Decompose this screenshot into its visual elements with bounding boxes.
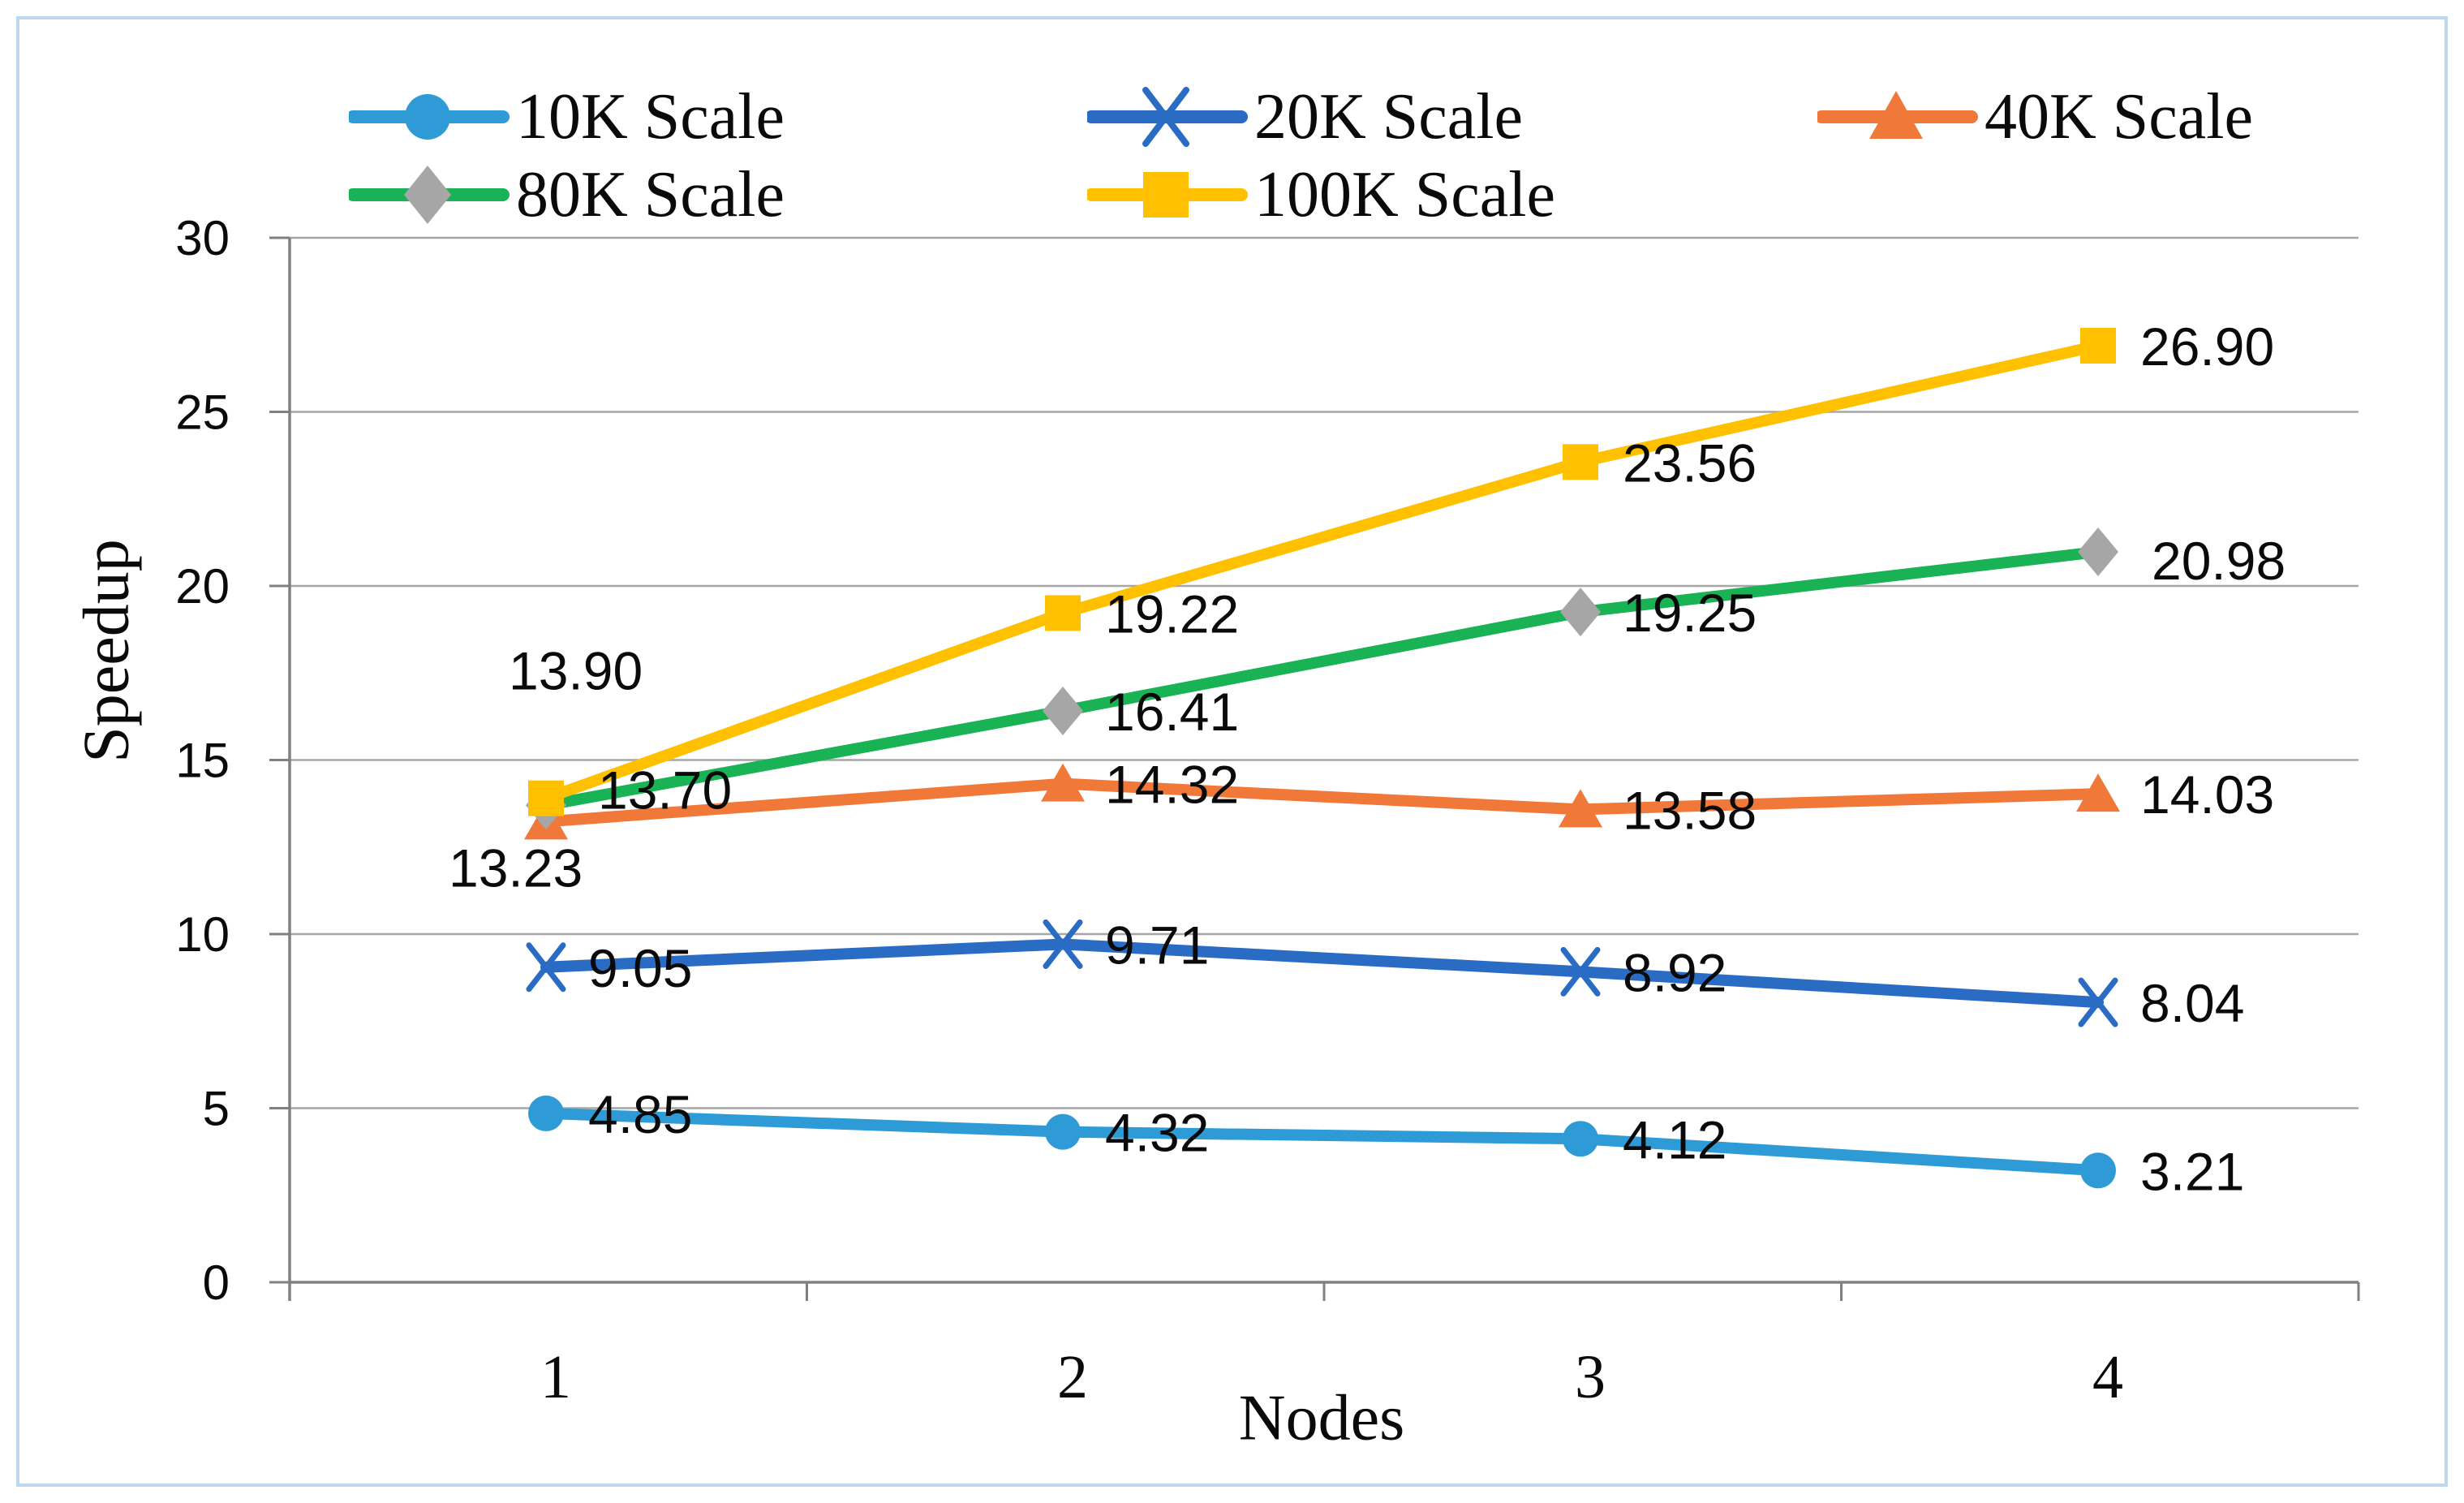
10k-scale-marker	[1563, 1121, 1598, 1157]
data-label-20k-scale-node-1: 9.05	[588, 938, 692, 998]
100k-scale-marker	[1045, 595, 1081, 631]
80k-scale-marker	[1560, 588, 1601, 637]
y-tick-label: 30	[175, 211, 230, 265]
y-tick-label: 20	[175, 559, 230, 614]
100k-scale-marker	[528, 780, 564, 816]
y-tick-label: 5	[203, 1082, 230, 1136]
data-label-80k-scale-node-2: 16.41	[1105, 682, 1239, 742]
y-tick-label: 0	[203, 1255, 230, 1310]
legend-item-10k-scale: 10K Scale	[349, 78, 785, 156]
10k-scale-marker	[528, 1095, 564, 1131]
legend-label-20k-scale: 20K Scale	[1254, 80, 1524, 153]
y-tick-label: 25	[175, 385, 230, 440]
data-label-100k-scale-node-2: 19.22	[1105, 584, 1239, 644]
legend-item-80k-scale: 80K Scale	[349, 156, 785, 234]
data-label-100k-scale-node-3: 23.56	[1623, 433, 1757, 493]
x-tick-label: 1	[540, 1343, 571, 1411]
data-label-20k-scale-node-4: 8.04	[2140, 973, 2244, 1033]
20k-scale-marker	[1560, 946, 1601, 997]
data-label-10k-scale-node-1: 4.85	[588, 1084, 692, 1144]
series-line-10k-scale	[540, 1107, 2104, 1177]
data-label-10k-scale-node-2: 4.32	[1105, 1103, 1209, 1163]
data-label-10k-scale-node-3: 4.12	[1623, 1109, 1727, 1169]
20k-scale-marker	[2078, 977, 2118, 1027]
data-label-40k-scale-node-4: 14.03	[2140, 764, 2274, 825]
x-tick-label: 2	[1057, 1343, 1088, 1411]
100k-scale-marker	[2080, 327, 2116, 364]
x-tick-label: 3	[1575, 1343, 1606, 1411]
y-tick-label: 15	[175, 734, 230, 788]
data-label-80k-scale-node-4: 20.98	[2152, 531, 2286, 591]
series-line-20k-scale	[540, 938, 2104, 1009]
data-label-100k-scale-node-1: 13.90	[509, 641, 643, 701]
40k-scale-legend-marker	[1817, 91, 1978, 139]
40k-scale-marker	[1559, 789, 1602, 828]
data-label-10k-scale-node-4: 3.21	[2140, 1141, 2244, 1201]
y-axis-title: Speedup	[71, 539, 143, 763]
legend-item-40k-scale: 40K Scale	[1817, 78, 2253, 156]
data-label-80k-scale-node-3: 19.25	[1623, 583, 1757, 643]
20k-scale-legend-marker	[1087, 87, 1248, 147]
10k-scale-marker	[1045, 1113, 1081, 1150]
data-label-40k-scale-node-2: 14.32	[1105, 755, 1239, 815]
20k-scale-marker	[1043, 919, 1083, 969]
100k-scale-marker	[1563, 444, 1598, 480]
80k-scale-marker	[1043, 687, 1083, 736]
data-label-40k-scale-node-1: 13.23	[449, 838, 583, 898]
y-tick-label: 10	[175, 907, 230, 962]
80k-scale-legend-marker	[349, 166, 510, 224]
10k-scale-legend-marker	[349, 94, 510, 140]
series-line-80k-scale	[540, 545, 2104, 812]
20k-scale-marker	[526, 942, 566, 993]
data-label-20k-scale-node-2: 9.71	[1105, 915, 1209, 975]
legend-item-20k-scale: 20K Scale	[1087, 78, 1523, 156]
legend-label-40k-scale: 40K Scale	[1985, 80, 2254, 153]
legend-label-100k-scale: 100K Scale	[1254, 158, 1556, 230]
x-tick-label: 4	[2092, 1343, 2123, 1411]
legend-label-10k-scale: 10K Scale	[516, 80, 785, 153]
10k-scale-marker	[2080, 1152, 2116, 1189]
40k-scale-marker	[1041, 763, 1085, 802]
legend-item-100k-scale: 100K Scale	[1087, 156, 1555, 234]
data-label-20k-scale-node-3: 8.92	[1623, 942, 1727, 1002]
data-label-80k-scale-node-1: 13.70	[598, 760, 732, 820]
legend-label-80k-scale: 80K Scale	[516, 158, 785, 230]
40k-scale-marker	[2076, 773, 2120, 812]
100k-scale-legend-marker	[1087, 172, 1248, 217]
80k-scale-marker	[2078, 527, 2118, 576]
data-label-100k-scale-node-4: 26.90	[2140, 317, 2274, 377]
chart-frame	[16, 16, 2448, 1487]
data-label-40k-scale-node-3: 13.58	[1623, 780, 1757, 840]
series-line-40k-scale	[540, 777, 2104, 828]
series-line-100k-scale	[540, 339, 2104, 804]
x-axis-title: Nodes	[1238, 1382, 1405, 1454]
